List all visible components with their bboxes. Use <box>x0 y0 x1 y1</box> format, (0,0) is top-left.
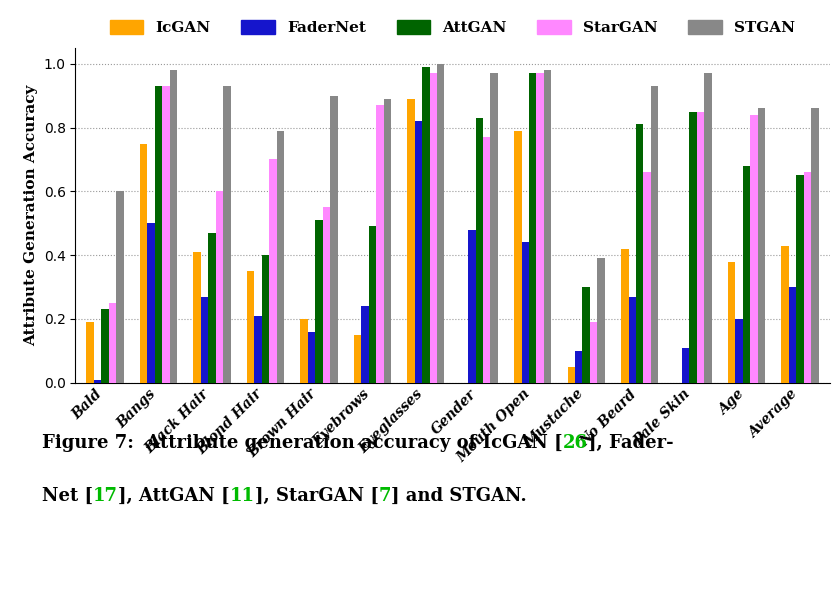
Bar <box>300 319 308 383</box>
Text: 7: 7 <box>379 487 391 505</box>
Bar <box>636 124 644 383</box>
Bar <box>490 74 498 383</box>
Bar <box>743 166 751 383</box>
Bar <box>575 351 582 383</box>
Bar <box>521 242 529 383</box>
Bar <box>758 108 765 383</box>
Bar <box>354 335 361 383</box>
Bar <box>101 309 109 383</box>
Bar <box>223 86 230 383</box>
Bar <box>361 306 369 383</box>
Bar <box>529 74 536 383</box>
Bar <box>169 70 177 383</box>
Bar <box>651 86 659 383</box>
Bar <box>109 303 116 383</box>
Bar <box>483 137 490 383</box>
Text: Figure 7:  Attribute generation accuracy of IcGAN [: Figure 7: Attribute generation accuracy … <box>42 434 562 451</box>
Bar <box>544 70 551 383</box>
Bar <box>582 287 590 383</box>
Y-axis label: Attribute Generation Accuracy: Attribute Generation Accuracy <box>24 84 39 346</box>
Bar <box>330 96 338 383</box>
Bar <box>804 172 811 383</box>
Bar <box>315 220 323 383</box>
Bar <box>475 118 483 383</box>
Bar <box>308 332 315 383</box>
Bar <box>193 252 200 383</box>
Bar <box>415 121 422 383</box>
Bar <box>690 112 697 383</box>
Bar <box>94 380 101 383</box>
Bar <box>215 191 223 383</box>
Bar <box>644 172 651 383</box>
Bar <box>200 297 208 383</box>
Bar <box>154 86 162 383</box>
Bar <box>567 367 575 383</box>
Bar <box>162 86 169 383</box>
Bar <box>437 64 444 383</box>
Text: 17: 17 <box>93 487 118 505</box>
Bar <box>384 99 391 383</box>
Bar <box>536 74 544 383</box>
Bar <box>430 74 437 383</box>
Bar <box>140 144 147 383</box>
Bar <box>590 322 597 383</box>
Bar <box>751 115 758 383</box>
Bar <box>277 131 284 383</box>
Bar <box>811 108 819 383</box>
Text: Net [: Net [ <box>42 487 93 505</box>
Text: ], StarGAN [: ], StarGAN [ <box>255 487 379 505</box>
Text: 11: 11 <box>230 487 255 505</box>
Bar <box>269 160 277 383</box>
Bar <box>323 208 330 383</box>
Text: ] and STGAN.: ] and STGAN. <box>391 487 526 505</box>
Bar <box>147 223 154 383</box>
Bar <box>116 191 123 383</box>
Bar <box>789 287 796 383</box>
Bar <box>728 261 736 383</box>
Bar <box>736 319 743 383</box>
Text: ], AttGAN [: ], AttGAN [ <box>118 487 230 505</box>
Bar <box>468 230 475 383</box>
Bar <box>796 175 804 383</box>
Bar <box>621 249 628 383</box>
Bar <box>705 74 712 383</box>
Bar <box>782 246 789 383</box>
Bar <box>254 316 261 383</box>
Text: 26: 26 <box>562 434 587 451</box>
Bar <box>86 322 94 383</box>
Bar <box>376 105 384 383</box>
Bar <box>369 227 376 383</box>
Text: ], Fader-: ], Fader- <box>587 434 673 451</box>
Bar <box>407 99 415 383</box>
Bar <box>208 233 215 383</box>
Bar <box>697 112 705 383</box>
Bar <box>246 271 254 383</box>
Bar <box>628 297 636 383</box>
Legend: IcGAN, FaderNet, AttGAN, StarGAN, STGAN: IcGAN, FaderNet, AttGAN, StarGAN, STGAN <box>104 14 801 41</box>
Bar <box>422 67 430 383</box>
Bar <box>597 258 605 383</box>
Bar <box>682 347 690 383</box>
Bar <box>514 131 521 383</box>
Bar <box>261 255 269 383</box>
